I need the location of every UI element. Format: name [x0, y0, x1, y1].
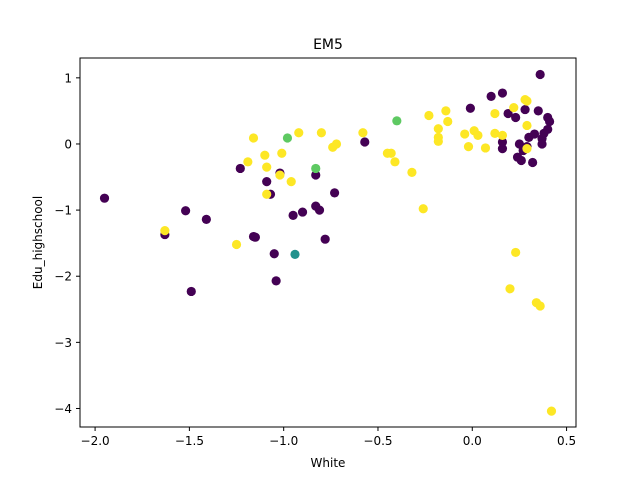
y-tick-label: −3 [54, 336, 72, 350]
data-point [269, 249, 279, 259]
data-point [460, 129, 470, 139]
data-point [522, 96, 532, 106]
data-point [386, 148, 396, 158]
y-tick-label: −4 [54, 402, 72, 416]
data-point [522, 120, 532, 131]
x-tick-label: −2.0 [81, 434, 110, 448]
data-point [509, 103, 519, 113]
data-point [546, 406, 557, 416]
data-point [243, 157, 253, 167]
y-tick-label: −2 [54, 270, 72, 284]
data-point [392, 116, 402, 126]
data-point [497, 88, 508, 98]
data-point [497, 144, 508, 154]
data-point [160, 226, 170, 236]
data-point [250, 232, 260, 242]
data-point [277, 148, 287, 158]
data-point [320, 234, 330, 244]
data-point [497, 130, 508, 140]
data-point [537, 139, 547, 149]
data-point [262, 189, 272, 199]
x-tick-label: −0.5 [363, 434, 392, 448]
data-point [443, 116, 453, 127]
data-point [311, 163, 321, 174]
data-point [235, 163, 245, 174]
data-point [505, 284, 515, 294]
data-point [490, 128, 500, 138]
data-point [360, 137, 370, 147]
y-axis-ticks: 1 0 −1 −2 −3 −4 [54, 71, 80, 416]
data-point [407, 167, 417, 177]
data-point [516, 155, 526, 166]
data-point [186, 286, 196, 297]
data-point [282, 133, 293, 143]
data-point [297, 207, 308, 217]
x-tick-label: 0.5 [557, 434, 576, 448]
data-point [533, 106, 543, 116]
data-point [330, 188, 340, 198]
data-point [181, 206, 191, 216]
y-tick-label: 1 [64, 71, 72, 85]
data-point [433, 136, 443, 146]
data-point [529, 129, 540, 139]
data-point [331, 139, 342, 149]
data-point [294, 128, 304, 138]
data-point [522, 144, 532, 154]
data-point [290, 249, 300, 259]
data-point [390, 157, 400, 167]
x-axis-ticks: −2.0 −1.5 −1.0 −0.5 0.0 0.5 [81, 427, 576, 448]
data-point [463, 142, 474, 152]
data-point [497, 137, 508, 147]
data-point [201, 214, 211, 224]
data-point [275, 170, 285, 180]
y-axis-label: Edu_highschool [31, 196, 45, 289]
data-point [314, 205, 325, 215]
data-point [286, 177, 296, 187]
x-tick-label: −1.5 [175, 434, 204, 448]
data-point [535, 69, 545, 80]
data-point [486, 91, 496, 101]
data-point [424, 110, 434, 121]
plot-frame [79, 57, 577, 428]
data-point [490, 108, 500, 119]
data-point [545, 116, 555, 127]
data-point [473, 130, 483, 140]
data-point [511, 112, 521, 123]
data-point [248, 133, 259, 143]
data-point [511, 247, 521, 258]
data-point [311, 170, 321, 180]
data-point [418, 204, 428, 214]
data-point [480, 143, 491, 153]
data-point [99, 193, 110, 203]
x-tick-label: 0.0 [463, 434, 482, 448]
y-tick-label: 0 [64, 137, 72, 151]
data-point [271, 276, 281, 286]
chart-title: EM5 [313, 37, 343, 53]
data-point [358, 128, 368, 138]
data-point [528, 157, 538, 168]
data-point [316, 128, 326, 138]
x-tick-label: −1.0 [269, 434, 298, 448]
data-point [441, 106, 451, 116]
data-point [262, 162, 272, 172]
data-point [288, 210, 298, 220]
data-point [535, 301, 545, 311]
data-point [503, 108, 513, 119]
x-axis-label: White [311, 456, 346, 470]
data-point [433, 124, 443, 134]
y-tick-label: −1 [54, 204, 72, 218]
data-point [520, 104, 530, 115]
data-point [543, 124, 553, 135]
data-point [231, 239, 242, 250]
data-point [465, 103, 475, 113]
data-point [262, 177, 272, 187]
data-point [260, 150, 270, 160]
points-layer [99, 69, 557, 416]
